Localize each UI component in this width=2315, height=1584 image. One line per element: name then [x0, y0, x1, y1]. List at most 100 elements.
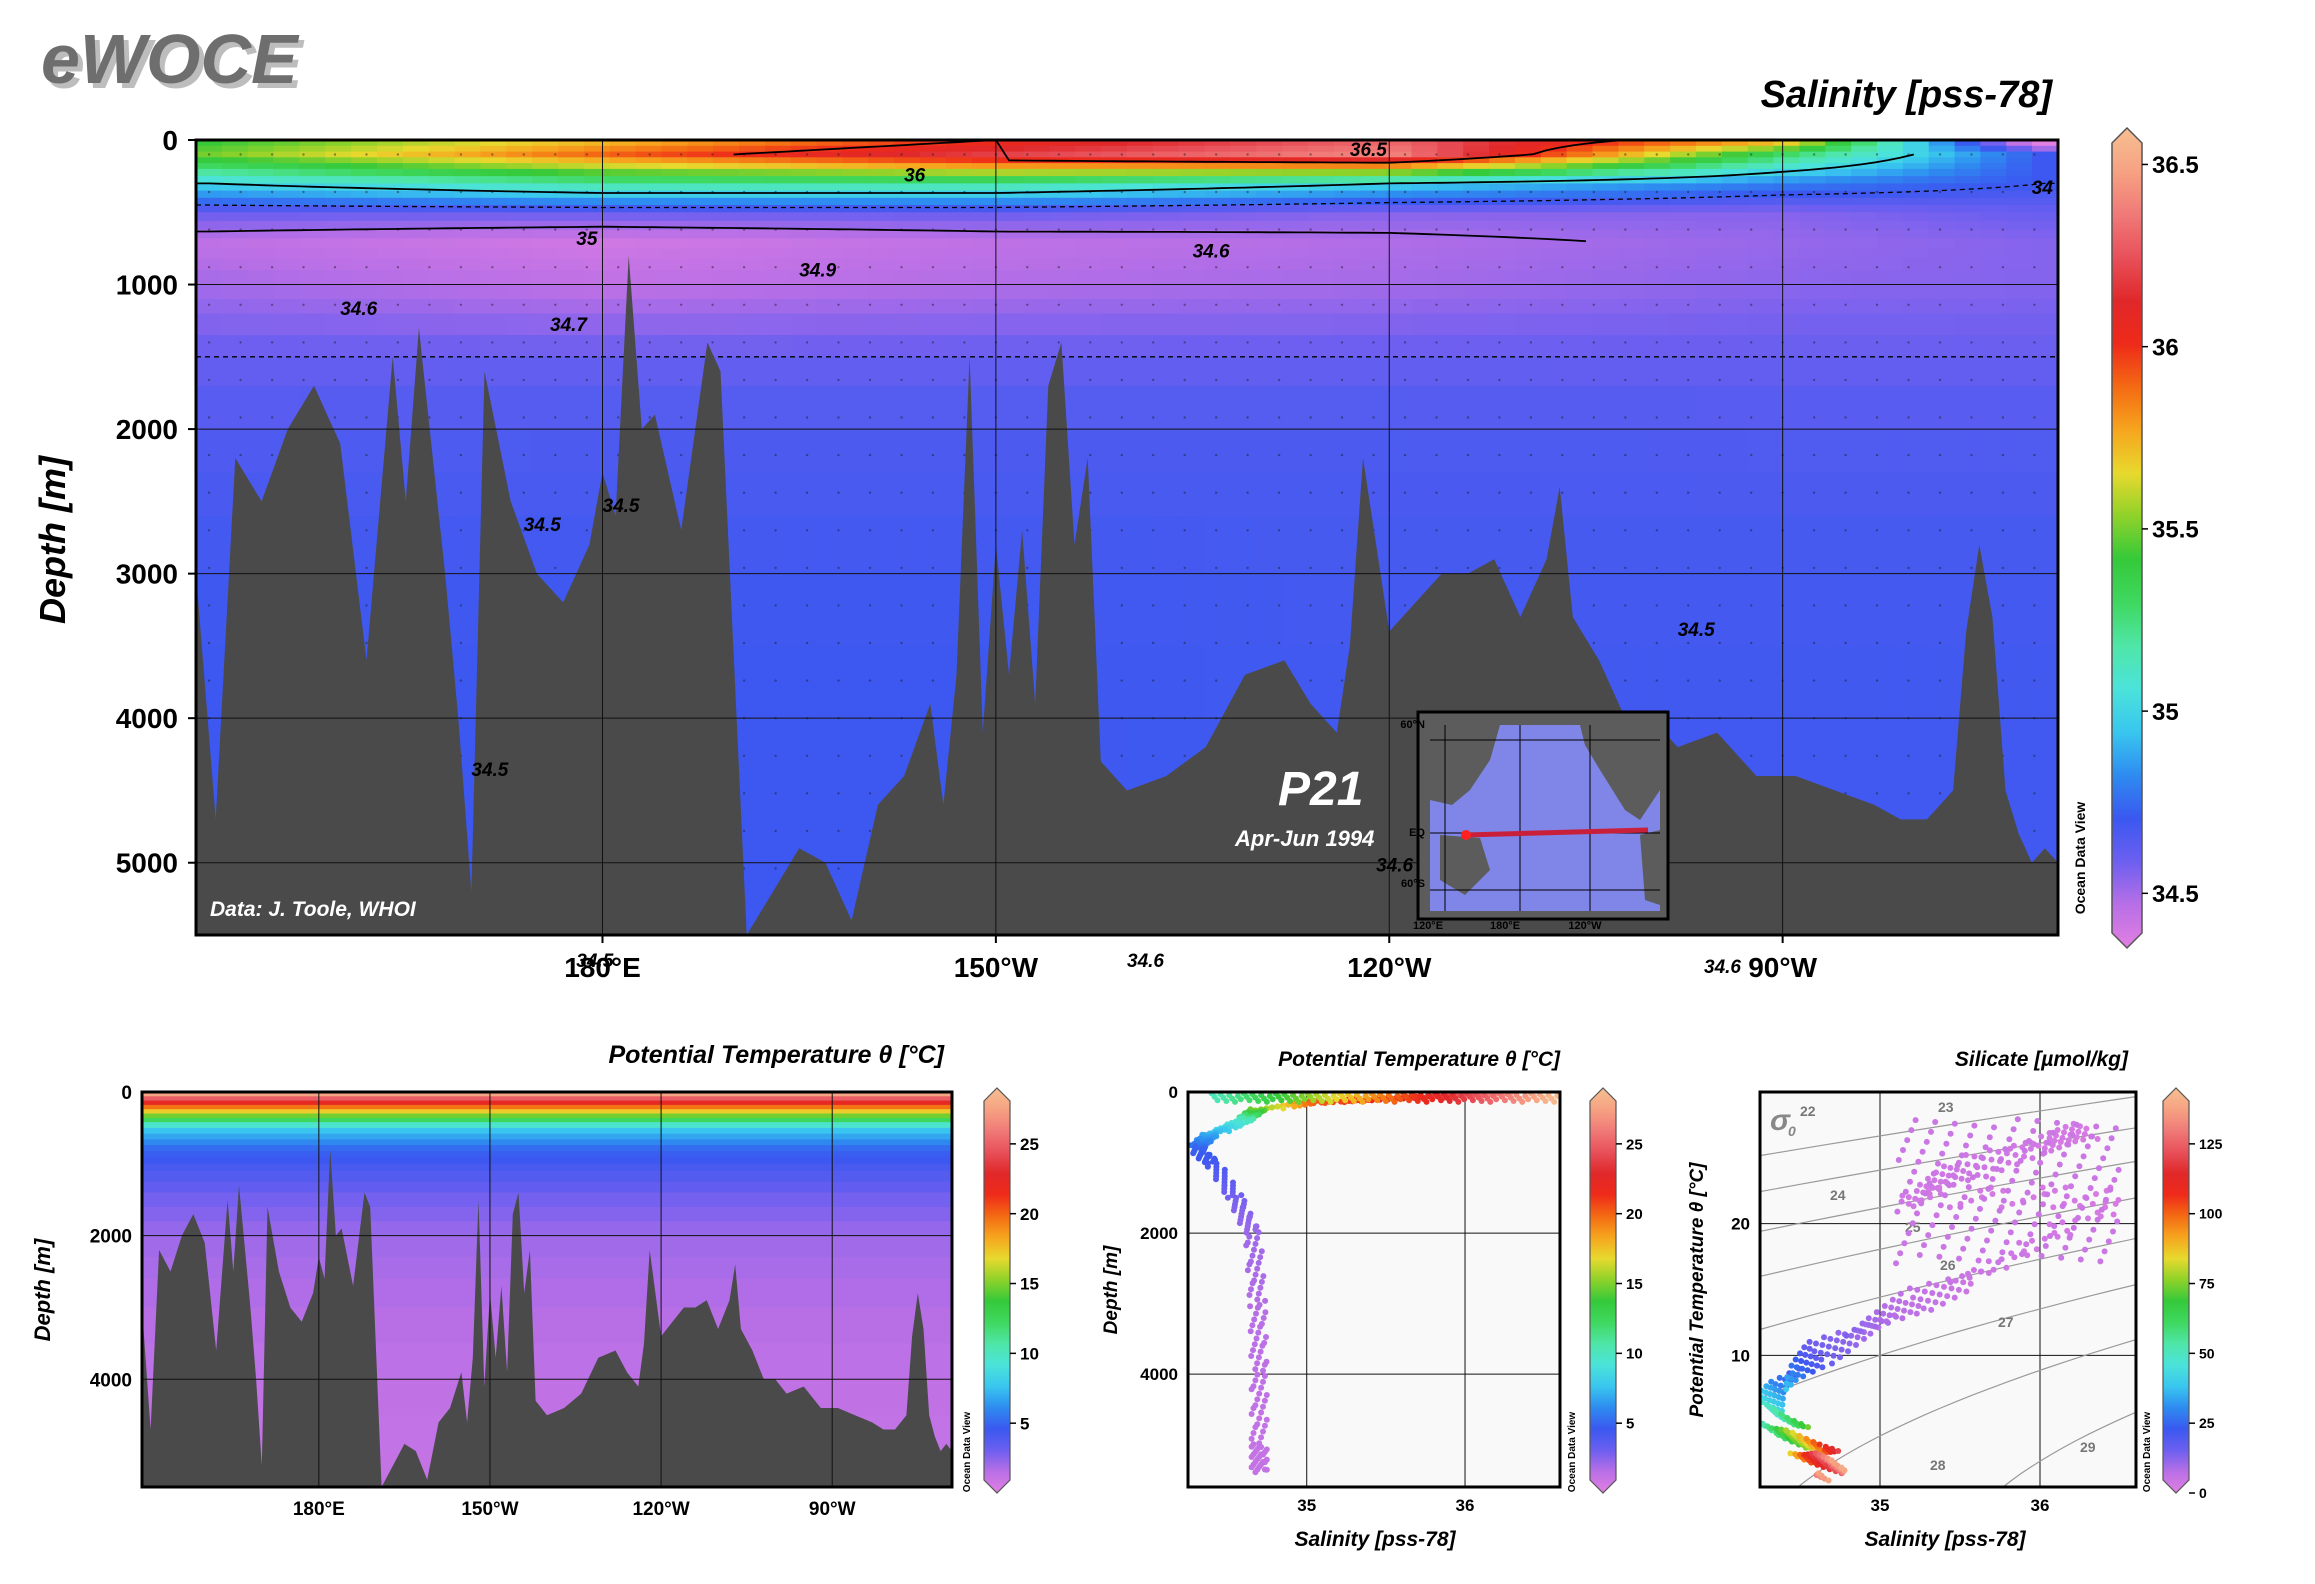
sample-dot	[2033, 792, 2036, 795]
salinity-cell	[1566, 335, 1594, 358]
sample-dot	[2001, 190, 2005, 194]
salinity-cell	[1954, 238, 1982, 250]
scatter-point	[1979, 1247, 1986, 1254]
scatter-point	[1952, 1277, 1959, 1284]
salinity-cell	[1437, 145, 1464, 153]
salinity-cell	[1747, 429, 1775, 474]
salinity-cell	[842, 140, 870, 147]
salinity-cell	[1127, 145, 1154, 153]
salinity-cell	[1178, 573, 1206, 647]
scatter-point	[1983, 1173, 1990, 1180]
salinity-cell	[1178, 163, 1206, 170]
sample-dot	[207, 566, 211, 570]
scatter-point	[1846, 1340, 1853, 1347]
sample-dot	[1309, 228, 1312, 231]
salinity-cell	[1204, 140, 1232, 147]
salinity-cell	[480, 284, 508, 300]
salinity-cell	[1359, 205, 1387, 213]
salinity-cell	[842, 212, 870, 222]
bl-grid	[142, 1092, 952, 1487]
salinity-cell	[1773, 183, 1801, 192]
salinity-cell	[558, 145, 585, 153]
salinity-cell	[351, 197, 378, 206]
salinity-cell	[1825, 515, 1852, 575]
sample-dot	[1403, 341, 1407, 344]
sample-dot	[2001, 341, 2005, 344]
sample-dot	[1655, 416, 1659, 419]
sample-dot	[1309, 303, 1312, 306]
salinity-cell	[1152, 176, 1180, 185]
temperature-band	[142, 1343, 952, 1381]
salinity-cell	[997, 238, 1025, 250]
salinity-cell	[1618, 248, 1646, 260]
salinity-cell	[1902, 313, 1930, 336]
salinity-cell	[764, 229, 792, 240]
colorbar-tick-label: 10	[1020, 1344, 1039, 1363]
salinity-cell	[273, 205, 301, 213]
salinity-cell	[247, 205, 275, 213]
salinity-cell	[868, 356, 896, 387]
scatter-point	[1937, 1178, 1944, 1185]
salinity-cell	[1540, 197, 1568, 206]
sample-dot	[900, 378, 903, 382]
salinity-cell	[1851, 168, 1878, 177]
sample-dot	[1812, 604, 1816, 607]
scatter-point	[1257, 1284, 1264, 1291]
salinity-cell	[971, 190, 999, 199]
salinity-cell	[1799, 573, 1827, 647]
sample-dot	[1120, 416, 1124, 419]
salinity-cell	[1127, 718, 1154, 792]
sample-dot	[2033, 453, 2036, 457]
sample-dot	[491, 303, 494, 306]
salinity-cell	[1877, 229, 1904, 240]
salinity-cell	[1178, 151, 1206, 159]
scatter-point	[1291, 1103, 1298, 1110]
scatter-point	[1897, 1250, 1904, 1257]
salinity-cell	[1695, 429, 1723, 474]
temperature-band	[142, 1235, 952, 1258]
salinity-cell	[1075, 145, 1102, 153]
salinity-cell	[1282, 248, 1309, 260]
scatter-point	[1825, 1343, 1832, 1350]
sample-dot	[1718, 529, 1721, 532]
salinity-cell	[920, 220, 947, 231]
salinity-cell	[1799, 472, 1827, 517]
sample-dot	[2033, 378, 2036, 382]
sample-dot	[1372, 341, 1375, 344]
salinity-cell	[661, 238, 689, 250]
salinity-cell	[1566, 157, 1594, 164]
salinity-cell	[1851, 205, 1878, 213]
salinity-cell	[2006, 270, 2033, 286]
salinity-cell	[790, 145, 818, 153]
salinity-cell	[1049, 258, 1077, 271]
scatter-point	[1487, 1098, 1494, 1105]
salinity-cell	[764, 212, 792, 222]
sample-dot	[900, 341, 903, 344]
salinity-cell	[1152, 335, 1180, 358]
inset-track-start	[1461, 830, 1471, 840]
sample-dot	[1718, 491, 1721, 494]
sample-dot	[554, 266, 557, 269]
salinity-cell	[506, 335, 533, 358]
sample-dot	[1498, 491, 1501, 494]
sample-dot	[1844, 754, 1847, 757]
scatter-point	[1958, 1175, 1965, 1182]
salinity-cell	[2006, 205, 2033, 213]
salinity-cell	[1230, 151, 1258, 159]
sample-dot	[1372, 416, 1375, 419]
salinity-cell	[1256, 356, 1283, 387]
sample-dot	[491, 153, 494, 156]
salinity-cell	[506, 151, 533, 159]
salinity-cell	[1799, 140, 1827, 147]
scatter-point	[1964, 1235, 1971, 1242]
temperature-band	[142, 1181, 952, 1194]
salinity-cell	[997, 258, 1025, 271]
salinity-cell	[1075, 220, 1102, 231]
salinity-cell	[1566, 163, 1594, 170]
salinity-cell	[1618, 335, 1646, 358]
scatter-point	[1763, 1383, 1770, 1390]
salinity-cell	[325, 220, 352, 231]
scatter-point	[1382, 1098, 1389, 1104]
salinity-cell	[1437, 284, 1464, 300]
